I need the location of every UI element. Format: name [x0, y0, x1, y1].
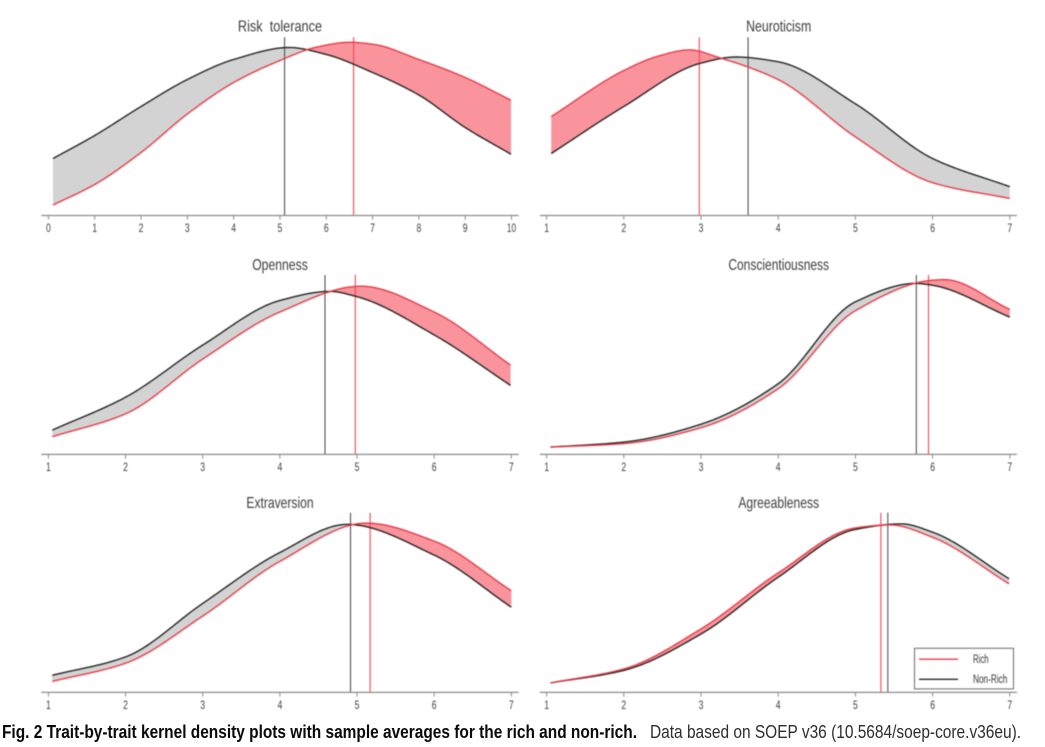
svg-text:6: 6	[930, 700, 935, 712]
svg-text:3: 3	[200, 700, 205, 712]
svg-text:Rich: Rich	[973, 654, 989, 666]
svg-text:3: 3	[200, 462, 205, 474]
svg-text:1: 1	[544, 462, 549, 474]
svg-text:Agreeableness: Agreeableness	[738, 495, 819, 512]
svg-text:7: 7	[370, 223, 375, 235]
svg-text:6: 6	[432, 700, 437, 712]
svg-text:0: 0	[46, 223, 51, 235]
svg-text:3: 3	[185, 223, 190, 235]
svg-text:1: 1	[544, 700, 549, 712]
svg-text:1: 1	[544, 223, 549, 235]
svg-text:6: 6	[324, 223, 329, 235]
svg-text:5: 5	[355, 700, 360, 712]
svg-text:Risk tolerance: Risk tolerance	[238, 19, 322, 36]
svg-text:7: 7	[1007, 462, 1012, 474]
svg-text:8: 8	[416, 223, 421, 235]
svg-text:Non-Rich: Non-Rich	[973, 674, 1007, 686]
svg-text:1: 1	[46, 462, 51, 474]
svg-text:5: 5	[278, 223, 283, 235]
svg-text:4: 4	[231, 223, 236, 235]
svg-text:5: 5	[853, 700, 858, 712]
svg-text:Neuroticism: Neuroticism	[746, 19, 811, 36]
svg-text:2: 2	[123, 700, 128, 712]
svg-text:9: 9	[463, 223, 468, 235]
svg-text:7: 7	[509, 462, 514, 474]
svg-text:3: 3	[699, 700, 704, 712]
svg-text:1: 1	[46, 700, 51, 712]
svg-text:4: 4	[277, 462, 282, 474]
svg-text:5: 5	[355, 462, 360, 474]
svg-text:4: 4	[776, 700, 781, 712]
svg-text:7: 7	[1007, 700, 1012, 712]
svg-text:2: 2	[123, 462, 128, 474]
svg-text:4: 4	[277, 700, 282, 712]
svg-text:5: 5	[853, 462, 858, 474]
svg-text:Extraversion: Extraversion	[246, 495, 313, 512]
svg-text:1: 1	[92, 223, 97, 235]
svg-text:7: 7	[1007, 223, 1012, 235]
svg-text:6: 6	[930, 223, 935, 235]
svg-text:Conscientiousness: Conscientiousness	[728, 257, 829, 274]
svg-text:4: 4	[776, 223, 781, 235]
svg-text:2: 2	[621, 700, 626, 712]
svg-text:2: 2	[139, 223, 144, 235]
svg-text:7: 7	[509, 700, 514, 712]
svg-text:4: 4	[776, 462, 781, 474]
svg-text:6: 6	[432, 462, 437, 474]
svg-text:Openness: Openness	[252, 257, 308, 274]
svg-text:5: 5	[853, 223, 858, 235]
svg-text:6: 6	[930, 462, 935, 474]
svg-text:2: 2	[621, 462, 626, 474]
svg-text:10: 10	[507, 223, 516, 235]
svg-text:3: 3	[699, 223, 704, 235]
svg-text:2: 2	[621, 223, 626, 235]
svg-text:3: 3	[699, 462, 704, 474]
